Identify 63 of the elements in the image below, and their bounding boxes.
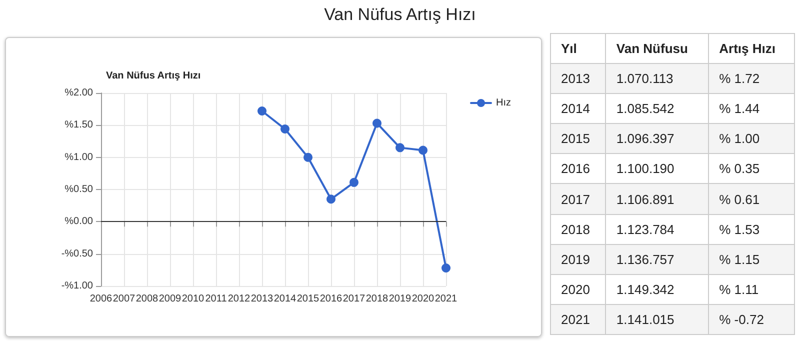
x-tick-label: 2018 — [366, 294, 389, 304]
x-tick-label: 2014 — [274, 294, 297, 304]
data-label: % 1.00 — [708, 124, 794, 154]
data-label: 1.141.015 — [606, 304, 709, 334]
x-tick-label: 2006 — [90, 294, 113, 304]
x-tick-label: Artış Hızı — [708, 34, 794, 64]
point — [372, 118, 382, 128]
data-label: 1.085.542 — [606, 94, 709, 124]
x-tick-label: 2009 — [158, 294, 182, 304]
point — [418, 146, 428, 155]
x-tick-label: 2016 — [320, 294, 343, 304]
y-tick-label: 2016 — [550, 154, 606, 184]
point — [396, 143, 404, 152]
y-tick-label: 2014 — [550, 94, 606, 124]
chart-subtitle: Van Nüfus Artış Hızı — [106, 70, 201, 82]
x-tick-label: 2013 — [250, 294, 274, 304]
legend-label: Hız — [496, 98, 511, 108]
x-tick-label: 2021 — [434, 294, 458, 304]
data-label: % -0.72 — [708, 304, 794, 334]
x-tick-label: 2007 — [112, 294, 136, 304]
x-tick-label: 2019 — [388, 294, 412, 304]
data-label: % 1.72 — [708, 64, 794, 94]
point — [326, 194, 336, 204]
y-axis-title: Yıl — [550, 34, 606, 64]
y-tick-label: %2.00 — [64, 88, 94, 98]
x-tick-label: 2012 — [228, 294, 251, 304]
y-tick-label: 2013 — [550, 64, 606, 94]
data-label: % 0.35 — [708, 154, 794, 184]
y-tick-label: 2019 — [550, 244, 606, 274]
point — [258, 106, 266, 116]
point — [350, 178, 358, 187]
data-label: 1.149.342 — [606, 274, 709, 304]
data-label: % 1.11 — [708, 274, 794, 304]
y-tick-label: -%1.00 — [61, 280, 94, 292]
x-tick-label: 2017 — [342, 294, 366, 304]
data-label: 1.096.397 — [606, 124, 709, 154]
data-label: 1.136.757 — [606, 244, 709, 274]
data-label: 1.100.190 — [606, 154, 709, 184]
y-tick-label: 2018 — [550, 214, 606, 244]
data-label: % 0.61 — [708, 184, 794, 214]
x-tick-label: 2020 — [412, 294, 435, 304]
data-label: % 1.53 — [708, 214, 794, 244]
y-tick-label: -%0.50 — [61, 248, 94, 260]
data-label: 1.070.113 — [606, 64, 709, 94]
y-tick-label: 2017 — [550, 184, 606, 214]
data-label: 1.106.891 — [606, 184, 709, 214]
x-tick-label: Van Nüfusu — [606, 34, 709, 64]
y-tick-label: %1.50 — [64, 120, 94, 131]
point — [304, 152, 312, 162]
x-tick-label: 2011 — [205, 294, 228, 304]
data-label: % 1.15 — [708, 244, 794, 274]
y-tick-label: %0.50 — [64, 184, 94, 195]
point — [280, 124, 290, 134]
x-tick-label: 2015 — [296, 294, 320, 304]
y-tick-label: %1.00 — [64, 152, 94, 163]
data-label: % 1.44 — [708, 94, 794, 124]
y-tick-label: 2015 — [550, 124, 606, 154]
y-tick-label: %0.00 — [64, 216, 94, 228]
x-tick-label: 2008 — [136, 294, 159, 304]
data-label: 1.123.784 — [606, 214, 709, 244]
chart-title: Van Nüfus Artış Hızı — [323, 5, 477, 25]
x-tick-label: 2010 — [182, 294, 205, 304]
point — [442, 263, 450, 272]
